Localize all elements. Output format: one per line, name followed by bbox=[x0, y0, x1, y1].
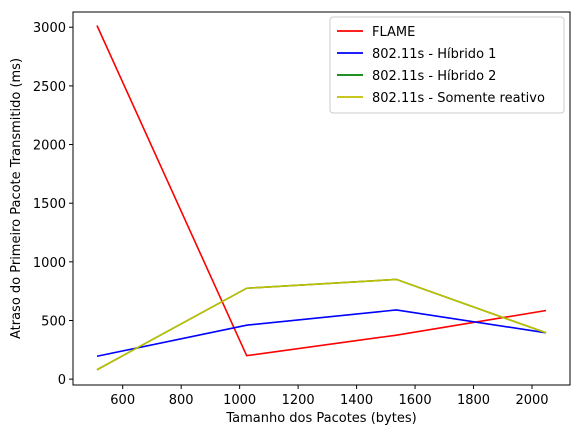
x-tick-label: 1200 bbox=[282, 393, 315, 408]
legend: FLAME 802.11s - Híbrido 1 802.11s - Híbrid… bbox=[329, 16, 565, 114]
y-tick-label: 500 bbox=[41, 314, 66, 329]
x-tick-label: 600 bbox=[110, 393, 135, 408]
series-line-1 bbox=[96, 25, 547, 357]
y-tick-label: 1000 bbox=[33, 256, 66, 271]
x-axis-label: Tamanho dos Pacotes (bytes) bbox=[225, 411, 416, 426]
legend-label-4: 802.11s - Somente reativo bbox=[372, 91, 545, 106]
y-axis-label: Atraso do Primeiro Pacote Transmitido (m… bbox=[9, 58, 24, 339]
plot-lines bbox=[96, 25, 547, 371]
y-tick-label: 3000 bbox=[33, 21, 66, 36]
legend-label-3: 802.11s - Híbrido 2 bbox=[372, 69, 496, 84]
y-tick-label: 0 bbox=[58, 373, 66, 388]
axis-ticks: 600 800 1000 1200 1400 1600 1800 2000 0 500 1000 15… bbox=[33, 21, 549, 408]
x-tick-label: 1000 bbox=[223, 393, 256, 408]
x-tick-label: 1400 bbox=[340, 393, 373, 408]
x-tick-label: 800 bbox=[169, 393, 194, 408]
series-line-2 bbox=[96, 309, 547, 358]
x-tick-label: 1600 bbox=[399, 393, 432, 408]
x-tick-label: 1800 bbox=[457, 393, 490, 408]
series-line-4 bbox=[96, 278, 547, 371]
y-tick-label: 2500 bbox=[33, 80, 66, 95]
legend-label-2: 802.11s - Híbrido 1 bbox=[372, 47, 496, 62]
legend-box bbox=[329, 16, 565, 114]
x-tick-label: 2000 bbox=[515, 393, 548, 408]
series-line-3 bbox=[96, 278, 547, 371]
y-tick-label: 1500 bbox=[33, 197, 66, 212]
plot-frame bbox=[72, 11, 571, 386]
y-tick-label: 2000 bbox=[33, 139, 66, 154]
legend-label-1: FLAME bbox=[372, 25, 415, 40]
